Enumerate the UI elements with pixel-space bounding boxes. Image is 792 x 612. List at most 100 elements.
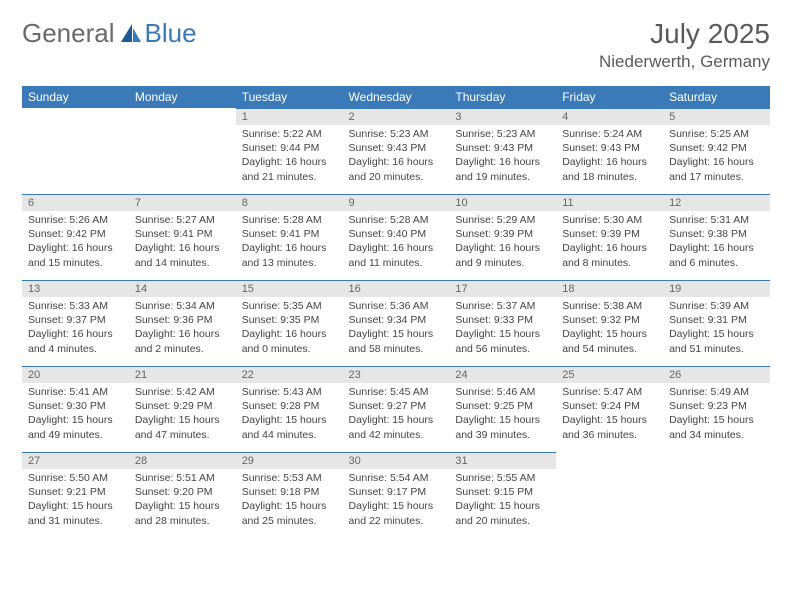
- daylight-line-1: Daylight: 16 hours: [135, 241, 230, 255]
- day-body: Sunrise: 5:51 AMSunset: 9:20 PMDaylight:…: [129, 469, 236, 532]
- sunset-text: Sunset: 9:39 PM: [562, 227, 657, 241]
- daylight-line-1: Daylight: 16 hours: [562, 155, 657, 169]
- day-number: 21: [129, 366, 236, 383]
- sunset-text: Sunset: 9:40 PM: [349, 227, 444, 241]
- sunset-text: Sunset: 9:41 PM: [242, 227, 337, 241]
- logo-text-1: General: [22, 18, 115, 49]
- logo-sail-icon: [121, 24, 143, 44]
- daylight-line-1: Daylight: 15 hours: [242, 499, 337, 513]
- daylight-line-2: and 34 minutes.: [669, 428, 764, 442]
- calendar-cell: 24Sunrise: 5:46 AMSunset: 9:25 PMDayligh…: [449, 366, 556, 452]
- day-body: Sunrise: 5:41 AMSunset: 9:30 PMDaylight:…: [22, 383, 129, 446]
- daylight-line-2: and 51 minutes.: [669, 342, 764, 356]
- sunrise-text: Sunrise: 5:27 AM: [135, 213, 230, 227]
- sunset-text: Sunset: 9:38 PM: [669, 227, 764, 241]
- calendar-cell: 10Sunrise: 5:29 AMSunset: 9:39 PMDayligh…: [449, 194, 556, 280]
- day-number: 27: [22, 452, 129, 469]
- sunset-text: Sunset: 9:29 PM: [135, 399, 230, 413]
- calendar-cell: [663, 452, 770, 538]
- calendar-cell: 5Sunrise: 5:25 AMSunset: 9:42 PMDaylight…: [663, 108, 770, 194]
- daylight-line-2: and 21 minutes.: [242, 170, 337, 184]
- daylight-line-1: Daylight: 15 hours: [455, 413, 550, 427]
- day-number: 6: [22, 194, 129, 211]
- dow-saturday: Saturday: [663, 86, 770, 108]
- location: Niederwerth, Germany: [599, 52, 770, 72]
- sunrise-text: Sunrise: 5:45 AM: [349, 385, 444, 399]
- day-body: Sunrise: 5:39 AMSunset: 9:31 PMDaylight:…: [663, 297, 770, 360]
- daylight-line-2: and 28 minutes.: [135, 514, 230, 528]
- sunset-text: Sunset: 9:39 PM: [455, 227, 550, 241]
- day-number: 11: [556, 194, 663, 211]
- day-body: Sunrise: 5:33 AMSunset: 9:37 PMDaylight:…: [22, 297, 129, 360]
- daylight-line-2: and 4 minutes.: [28, 342, 123, 356]
- day-body: Sunrise: 5:28 AMSunset: 9:41 PMDaylight:…: [236, 211, 343, 274]
- day-body: Sunrise: 5:35 AMSunset: 9:35 PMDaylight:…: [236, 297, 343, 360]
- sunset-text: Sunset: 9:43 PM: [562, 141, 657, 155]
- day-number: 26: [663, 366, 770, 383]
- daylight-line-2: and 20 minutes.: [349, 170, 444, 184]
- day-body: Sunrise: 5:26 AMSunset: 9:42 PMDaylight:…: [22, 211, 129, 274]
- calendar-cell: 1Sunrise: 5:22 AMSunset: 9:44 PMDaylight…: [236, 108, 343, 194]
- day-number: 30: [343, 452, 450, 469]
- calendar-cell: 19Sunrise: 5:39 AMSunset: 9:31 PMDayligh…: [663, 280, 770, 366]
- sunset-text: Sunset: 9:23 PM: [669, 399, 764, 413]
- sunrise-text: Sunrise: 5:55 AM: [455, 471, 550, 485]
- daylight-line-2: and 0 minutes.: [242, 342, 337, 356]
- sunset-text: Sunset: 9:42 PM: [669, 141, 764, 155]
- calendar-row: 20Sunrise: 5:41 AMSunset: 9:30 PMDayligh…: [22, 366, 770, 452]
- daylight-line-2: and 19 minutes.: [455, 170, 550, 184]
- calendar-cell: 25Sunrise: 5:47 AMSunset: 9:24 PMDayligh…: [556, 366, 663, 452]
- sunrise-text: Sunrise: 5:35 AM: [242, 299, 337, 313]
- dow-friday: Friday: [556, 86, 663, 108]
- daylight-line-2: and 25 minutes.: [242, 514, 337, 528]
- day-number: 15: [236, 280, 343, 297]
- daylight-line-1: Daylight: 15 hours: [349, 413, 444, 427]
- sunset-text: Sunset: 9:35 PM: [242, 313, 337, 327]
- daylight-line-1: Daylight: 15 hours: [28, 499, 123, 513]
- day-body: Sunrise: 5:55 AMSunset: 9:15 PMDaylight:…: [449, 469, 556, 532]
- day-body: Sunrise: 5:37 AMSunset: 9:33 PMDaylight:…: [449, 297, 556, 360]
- day-number: 14: [129, 280, 236, 297]
- daylight-line-1: Daylight: 16 hours: [349, 241, 444, 255]
- sunset-text: Sunset: 9:18 PM: [242, 485, 337, 499]
- sunrise-text: Sunrise: 5:54 AM: [349, 471, 444, 485]
- daylight-line-1: Daylight: 16 hours: [135, 327, 230, 341]
- sunset-text: Sunset: 9:34 PM: [349, 313, 444, 327]
- dow-row: Sunday Monday Tuesday Wednesday Thursday…: [22, 86, 770, 108]
- day-number: 18: [556, 280, 663, 297]
- day-body: Sunrise: 5:34 AMSunset: 9:36 PMDaylight:…: [129, 297, 236, 360]
- daylight-line-2: and 13 minutes.: [242, 256, 337, 270]
- dow-tuesday: Tuesday: [236, 86, 343, 108]
- daylight-line-1: Daylight: 16 hours: [28, 241, 123, 255]
- daylight-line-1: Daylight: 16 hours: [242, 155, 337, 169]
- daylight-line-2: and 44 minutes.: [242, 428, 337, 442]
- calendar-cell: 3Sunrise: 5:23 AMSunset: 9:43 PMDaylight…: [449, 108, 556, 194]
- day-number: 3: [449, 108, 556, 125]
- day-body: Sunrise: 5:53 AMSunset: 9:18 PMDaylight:…: [236, 469, 343, 532]
- sunrise-text: Sunrise: 5:23 AM: [455, 127, 550, 141]
- day-body: Sunrise: 5:25 AMSunset: 9:42 PMDaylight:…: [663, 125, 770, 188]
- calendar-cell: 18Sunrise: 5:38 AMSunset: 9:32 PMDayligh…: [556, 280, 663, 366]
- calendar-row: 6Sunrise: 5:26 AMSunset: 9:42 PMDaylight…: [22, 194, 770, 280]
- calendar-cell: 6Sunrise: 5:26 AMSunset: 9:42 PMDaylight…: [22, 194, 129, 280]
- sunrise-text: Sunrise: 5:37 AM: [455, 299, 550, 313]
- day-number: 28: [129, 452, 236, 469]
- daylight-line-1: Daylight: 16 hours: [28, 327, 123, 341]
- calendar-cell: 22Sunrise: 5:43 AMSunset: 9:28 PMDayligh…: [236, 366, 343, 452]
- sunrise-text: Sunrise: 5:41 AM: [28, 385, 123, 399]
- daylight-line-2: and 39 minutes.: [455, 428, 550, 442]
- calendar-cell: 30Sunrise: 5:54 AMSunset: 9:17 PMDayligh…: [343, 452, 450, 538]
- day-number: 5: [663, 108, 770, 125]
- dow-sunday: Sunday: [22, 86, 129, 108]
- day-body: Sunrise: 5:42 AMSunset: 9:29 PMDaylight:…: [129, 383, 236, 446]
- daylight-line-2: and 15 minutes.: [28, 256, 123, 270]
- daylight-line-2: and 49 minutes.: [28, 428, 123, 442]
- daylight-line-2: and 11 minutes.: [349, 256, 444, 270]
- day-body: Sunrise: 5:38 AMSunset: 9:32 PMDaylight:…: [556, 297, 663, 360]
- sunset-text: Sunset: 9:43 PM: [455, 141, 550, 155]
- day-number: 8: [236, 194, 343, 211]
- day-body: Sunrise: 5:31 AMSunset: 9:38 PMDaylight:…: [663, 211, 770, 274]
- day-body: Sunrise: 5:54 AMSunset: 9:17 PMDaylight:…: [343, 469, 450, 532]
- day-number: 31: [449, 452, 556, 469]
- daylight-line-2: and 18 minutes.: [562, 170, 657, 184]
